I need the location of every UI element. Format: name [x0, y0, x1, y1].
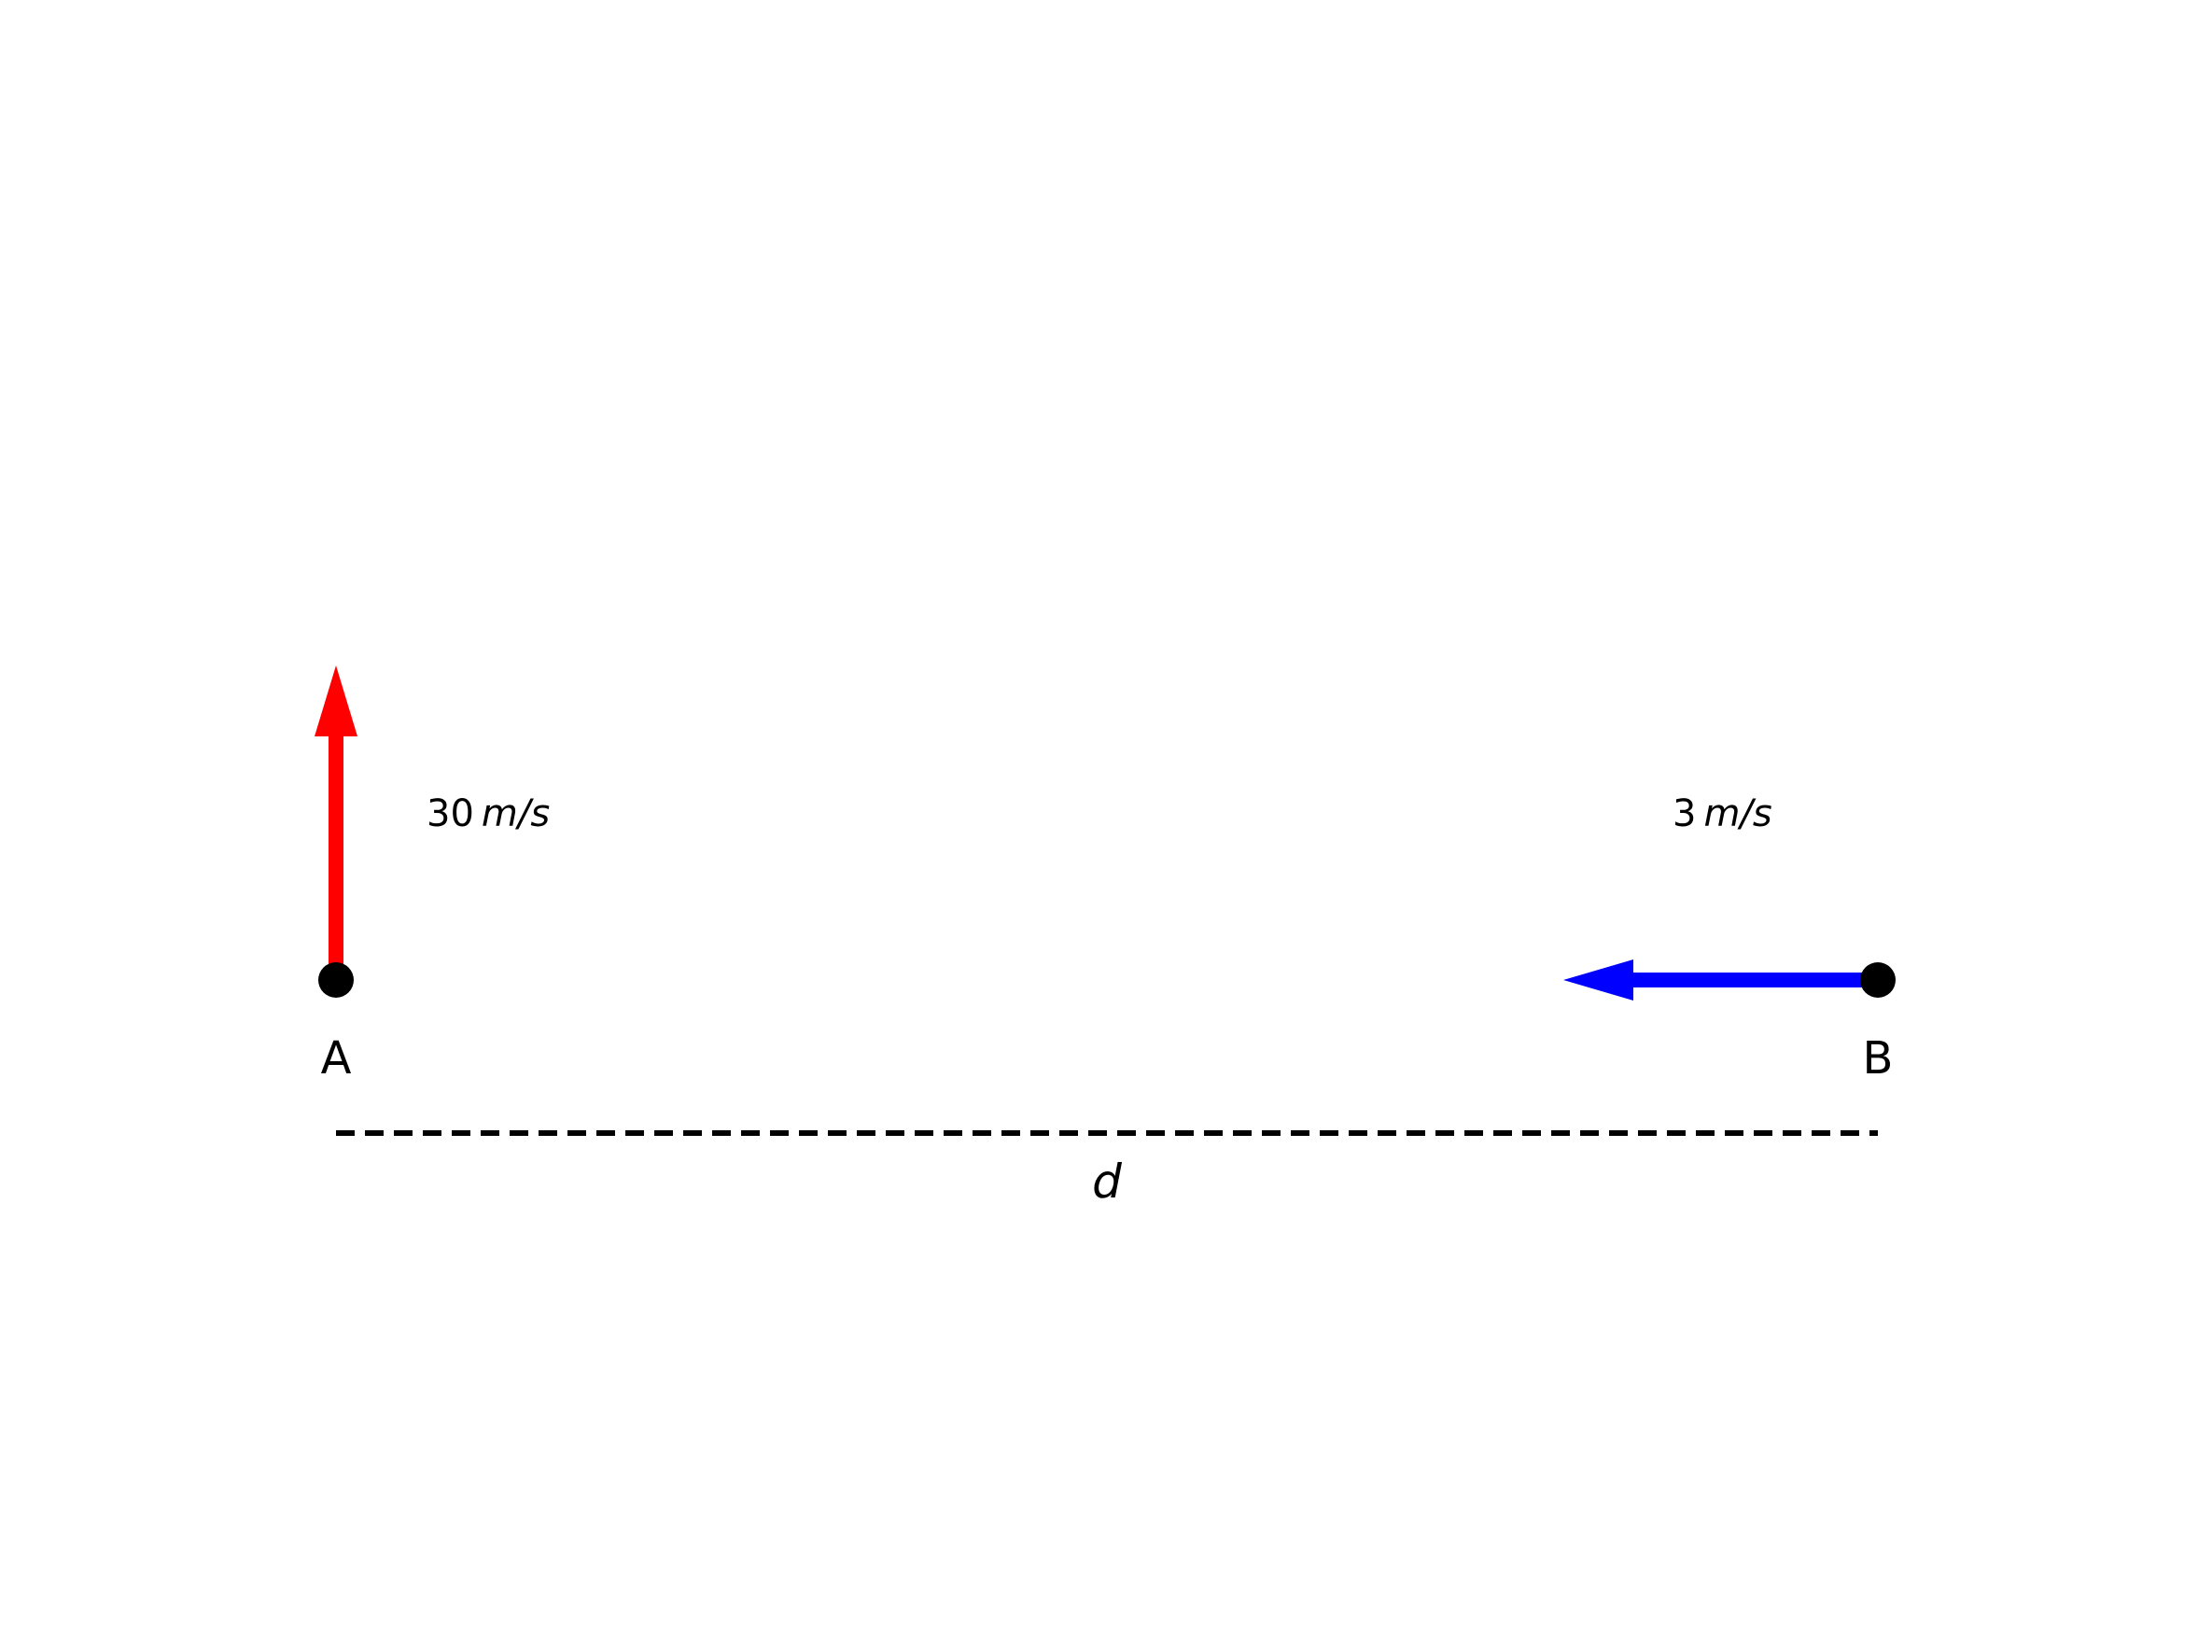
- velocity-arrow-a-head: [315, 665, 357, 736]
- point-a-label: A: [321, 1032, 352, 1085]
- velocity-a-unit: m/s: [482, 792, 550, 835]
- point-a-dot: [318, 962, 354, 998]
- point-b-dot: [1860, 962, 1896, 998]
- velocity-b-unit: m/s: [1703, 792, 1771, 835]
- velocity-arrow-a: [315, 665, 357, 980]
- velocity-arrow-b-head: [1563, 959, 1633, 1001]
- point-b-label: B: [1863, 1032, 1894, 1085]
- velocity-a-label: 30 m/s: [427, 792, 550, 835]
- velocity-b-value: 3: [1673, 792, 1696, 835]
- velocity-a-value: 30: [427, 792, 474, 835]
- velocity-b-label: 3 m/s: [1673, 792, 1772, 835]
- velocity-arrow-b: [1563, 959, 1878, 1001]
- distance-label: d: [1092, 1155, 1122, 1209]
